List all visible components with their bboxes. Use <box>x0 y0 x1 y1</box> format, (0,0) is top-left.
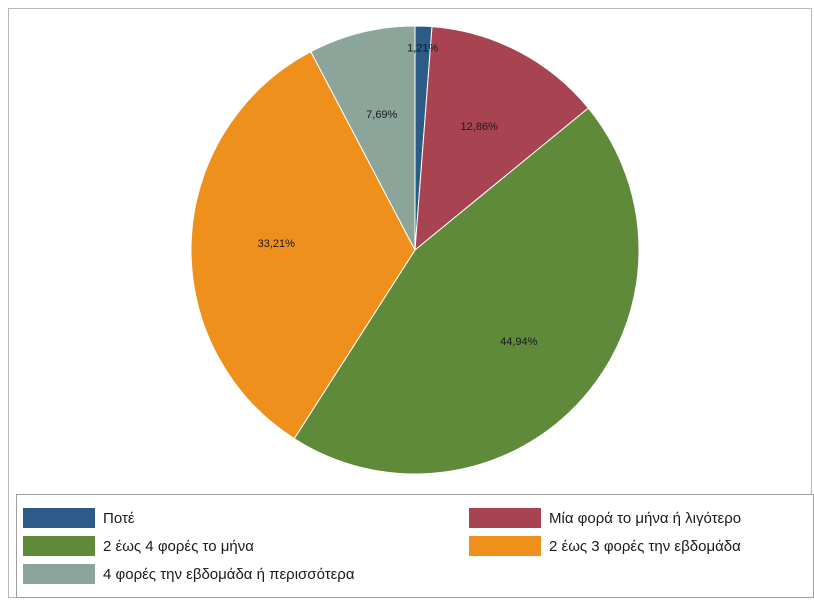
pie-value-label-2: 44,94% <box>500 336 538 348</box>
pie-value-labels: 1,21% 12,86% 44,94% 33,21% 7,69% <box>258 42 538 348</box>
legend-label: Ποτέ <box>103 509 135 527</box>
legend-swatch <box>469 508 541 528</box>
legend-swatch <box>23 536 95 556</box>
legend-swatch <box>469 536 541 556</box>
pie-slice-4 <box>310 25 416 251</box>
pie-slice-3 <box>190 51 416 440</box>
legend-label: 4 φορές την εβδομάδα ή περισσότερα <box>103 565 355 583</box>
legend-item-4-week-more: 4 φορές την εβδομάδα ή περισσότερα <box>23 563 355 585</box>
pie-value-label-3: 33,21% <box>258 238 296 250</box>
legend-item-2-3-week: 2 έως 3 φορές την εβδομάδα <box>469 535 741 557</box>
legend-item-2-4-month: 2 έως 4 φορές το μήνα <box>23 535 254 557</box>
pie-slice-1 <box>414 26 590 252</box>
legend-label: Μία φορά το μήνα ή λιγότερο <box>549 509 742 527</box>
legend-label: 2 έως 3 φορές την εβδομάδα <box>549 537 741 555</box>
pie-slices <box>190 25 640 475</box>
pie-value-label-1: 12,86% <box>461 121 499 133</box>
pie-slice-2 <box>293 107 640 475</box>
legend-swatch <box>23 564 95 584</box>
legend: Ποτέ Μία φορά το μήνα ή λιγότερο 2 έως 4… <box>16 494 814 598</box>
legend-swatch <box>23 508 95 528</box>
legend-item-once-a-month: Μία φορά το μήνα ή λιγότερο <box>469 507 741 529</box>
legend-item-pote: Ποτέ <box>23 507 135 529</box>
pie-value-label-0: 1,21% <box>407 42 438 54</box>
pie-value-label-4: 7,69% <box>366 109 397 121</box>
pie-chart: 1,21% 12,86% 44,94% 33,21% 7,69% <box>190 25 640 475</box>
legend-label: 2 έως 4 φορές το μήνα <box>103 537 254 555</box>
